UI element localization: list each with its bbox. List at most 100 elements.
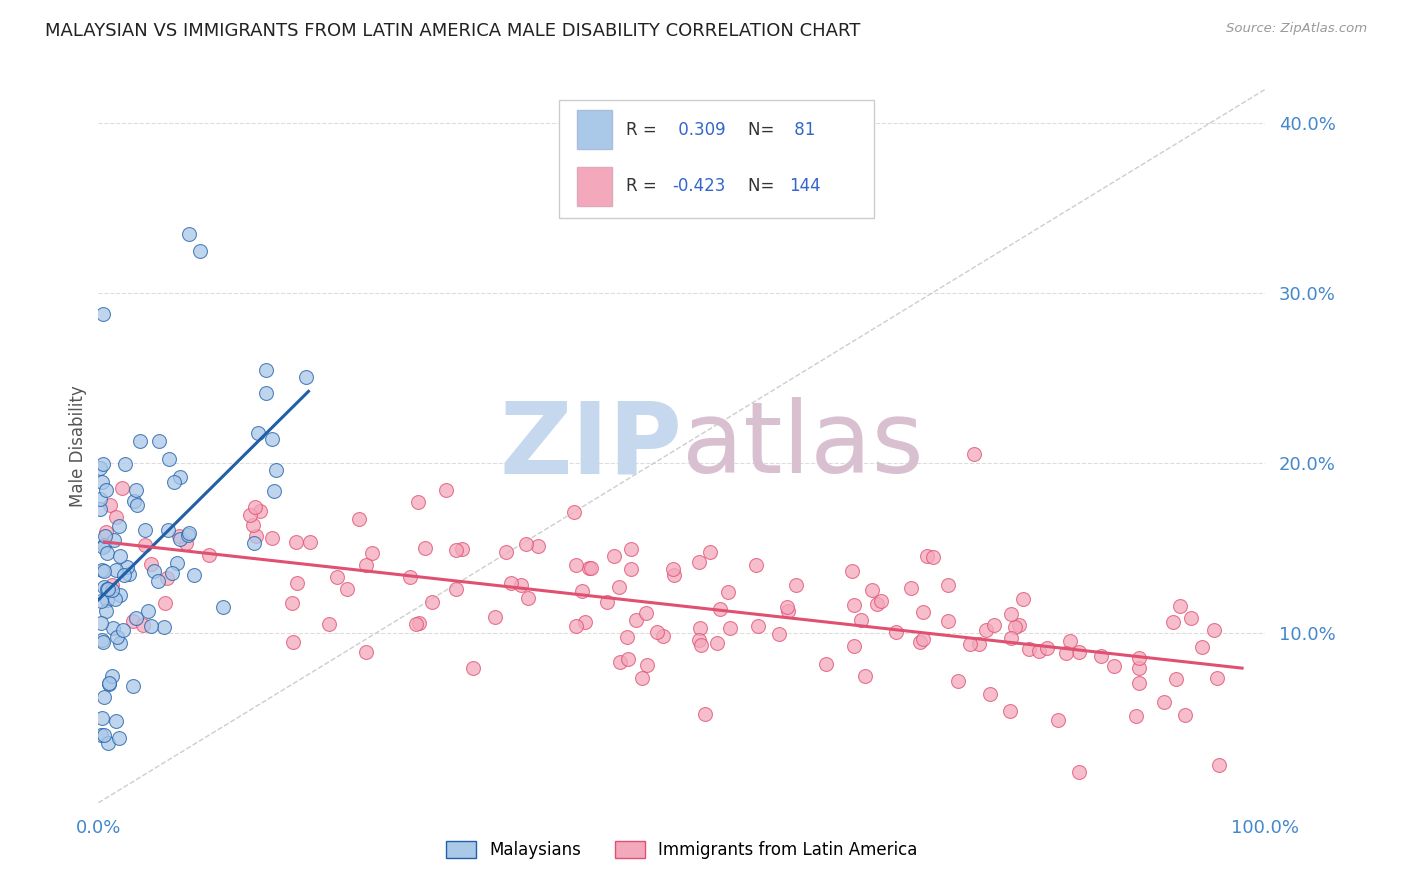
Point	[254, 363, 277, 377]
Point	[108, 636, 131, 650]
Point	[280, 596, 302, 610]
Point	[620, 542, 643, 557]
Text: 0.309: 0.309	[672, 120, 725, 139]
Point	[1000, 607, 1022, 621]
Point	[93, 564, 115, 578]
Point	[571, 584, 593, 599]
Point	[785, 578, 807, 592]
Point	[616, 630, 638, 644]
Point	[1008, 617, 1031, 632]
Point	[90, 564, 112, 578]
Point	[1067, 765, 1090, 780]
Point	[96, 546, 118, 560]
Point	[239, 508, 262, 522]
Point	[946, 673, 969, 688]
Point	[108, 589, 131, 603]
Point	[104, 564, 127, 578]
Point	[662, 562, 685, 576]
Point	[699, 545, 721, 559]
Point	[1128, 650, 1150, 665]
Point	[651, 629, 673, 643]
Point	[96, 593, 118, 607]
Point	[101, 578, 124, 592]
Point	[983, 618, 1005, 632]
Legend: Malaysians, Immigrants from Latin America: Malaysians, Immigrants from Latin Americ…	[440, 834, 924, 866]
Point	[121, 614, 143, 628]
Point	[689, 621, 711, 635]
Point	[645, 625, 668, 640]
Point	[1153, 695, 1175, 709]
Point	[1202, 623, 1225, 637]
Point	[706, 636, 728, 650]
Point	[246, 426, 269, 441]
Point	[565, 619, 588, 633]
Point	[841, 564, 863, 578]
Point	[245, 528, 267, 542]
Point	[609, 656, 631, 670]
Point	[112, 568, 135, 582]
Point	[104, 510, 127, 524]
Point	[139, 619, 162, 633]
Point	[444, 582, 467, 597]
Text: N=: N=	[748, 120, 780, 139]
Point	[356, 645, 378, 659]
Point	[326, 570, 349, 584]
Point	[886, 625, 908, 640]
Point	[169, 529, 191, 543]
Bar	[576, 167, 612, 206]
Point	[93, 690, 115, 705]
Point	[911, 632, 934, 647]
Point	[143, 564, 166, 578]
Point	[183, 568, 205, 582]
Point	[98, 676, 121, 690]
Point	[860, 583, 883, 598]
Point	[89, 461, 111, 475]
Text: -0.423: -0.423	[672, 178, 725, 195]
Point	[962, 448, 984, 462]
Point	[96, 483, 118, 498]
Point	[1004, 620, 1026, 634]
Point	[768, 627, 790, 641]
Point	[866, 597, 889, 611]
Point	[695, 707, 717, 722]
Point	[285, 576, 308, 591]
Point	[1000, 704, 1022, 718]
Point	[157, 451, 180, 466]
Point	[579, 561, 602, 575]
Point	[356, 558, 378, 572]
Point	[131, 618, 153, 632]
Point	[91, 307, 114, 321]
Point	[125, 498, 148, 512]
Point	[281, 635, 304, 649]
Point	[1161, 615, 1184, 630]
Point	[166, 556, 188, 570]
Point	[1054, 646, 1077, 660]
Point	[574, 615, 596, 629]
Text: 81: 81	[789, 120, 815, 139]
Point	[463, 660, 485, 674]
Text: 144: 144	[789, 178, 821, 195]
Point	[620, 561, 643, 575]
Point	[179, 227, 201, 241]
Point	[93, 580, 115, 594]
Point	[111, 482, 134, 496]
Point	[103, 533, 125, 547]
Point	[96, 582, 118, 597]
Point	[242, 536, 264, 550]
Point	[96, 604, 118, 618]
Point	[108, 519, 131, 533]
Point	[495, 545, 517, 559]
Point	[156, 571, 179, 585]
Point	[115, 559, 138, 574]
Point	[1191, 640, 1213, 655]
Point	[125, 611, 148, 625]
Point	[1018, 642, 1040, 657]
Point	[104, 591, 127, 606]
Point	[974, 623, 997, 637]
Point	[936, 614, 959, 628]
Point	[405, 617, 427, 632]
Point	[634, 606, 657, 620]
Point	[688, 555, 710, 569]
Point	[260, 432, 283, 446]
Point	[298, 535, 321, 549]
